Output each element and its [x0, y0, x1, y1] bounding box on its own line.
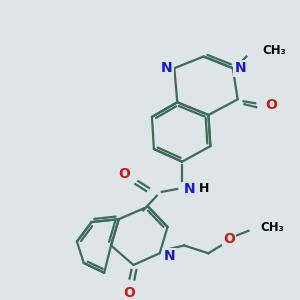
Text: O: O	[265, 98, 277, 112]
Text: N: N	[235, 61, 246, 75]
Text: O: O	[223, 232, 235, 246]
Text: N: N	[164, 249, 175, 263]
Text: N: N	[161, 61, 172, 75]
Text: N: N	[184, 182, 196, 196]
Text: O: O	[119, 167, 130, 182]
Text: H: H	[198, 182, 209, 196]
Text: CH₃: CH₃	[260, 221, 284, 234]
Text: O: O	[124, 286, 136, 300]
Text: CH₃: CH₃	[262, 44, 286, 57]
